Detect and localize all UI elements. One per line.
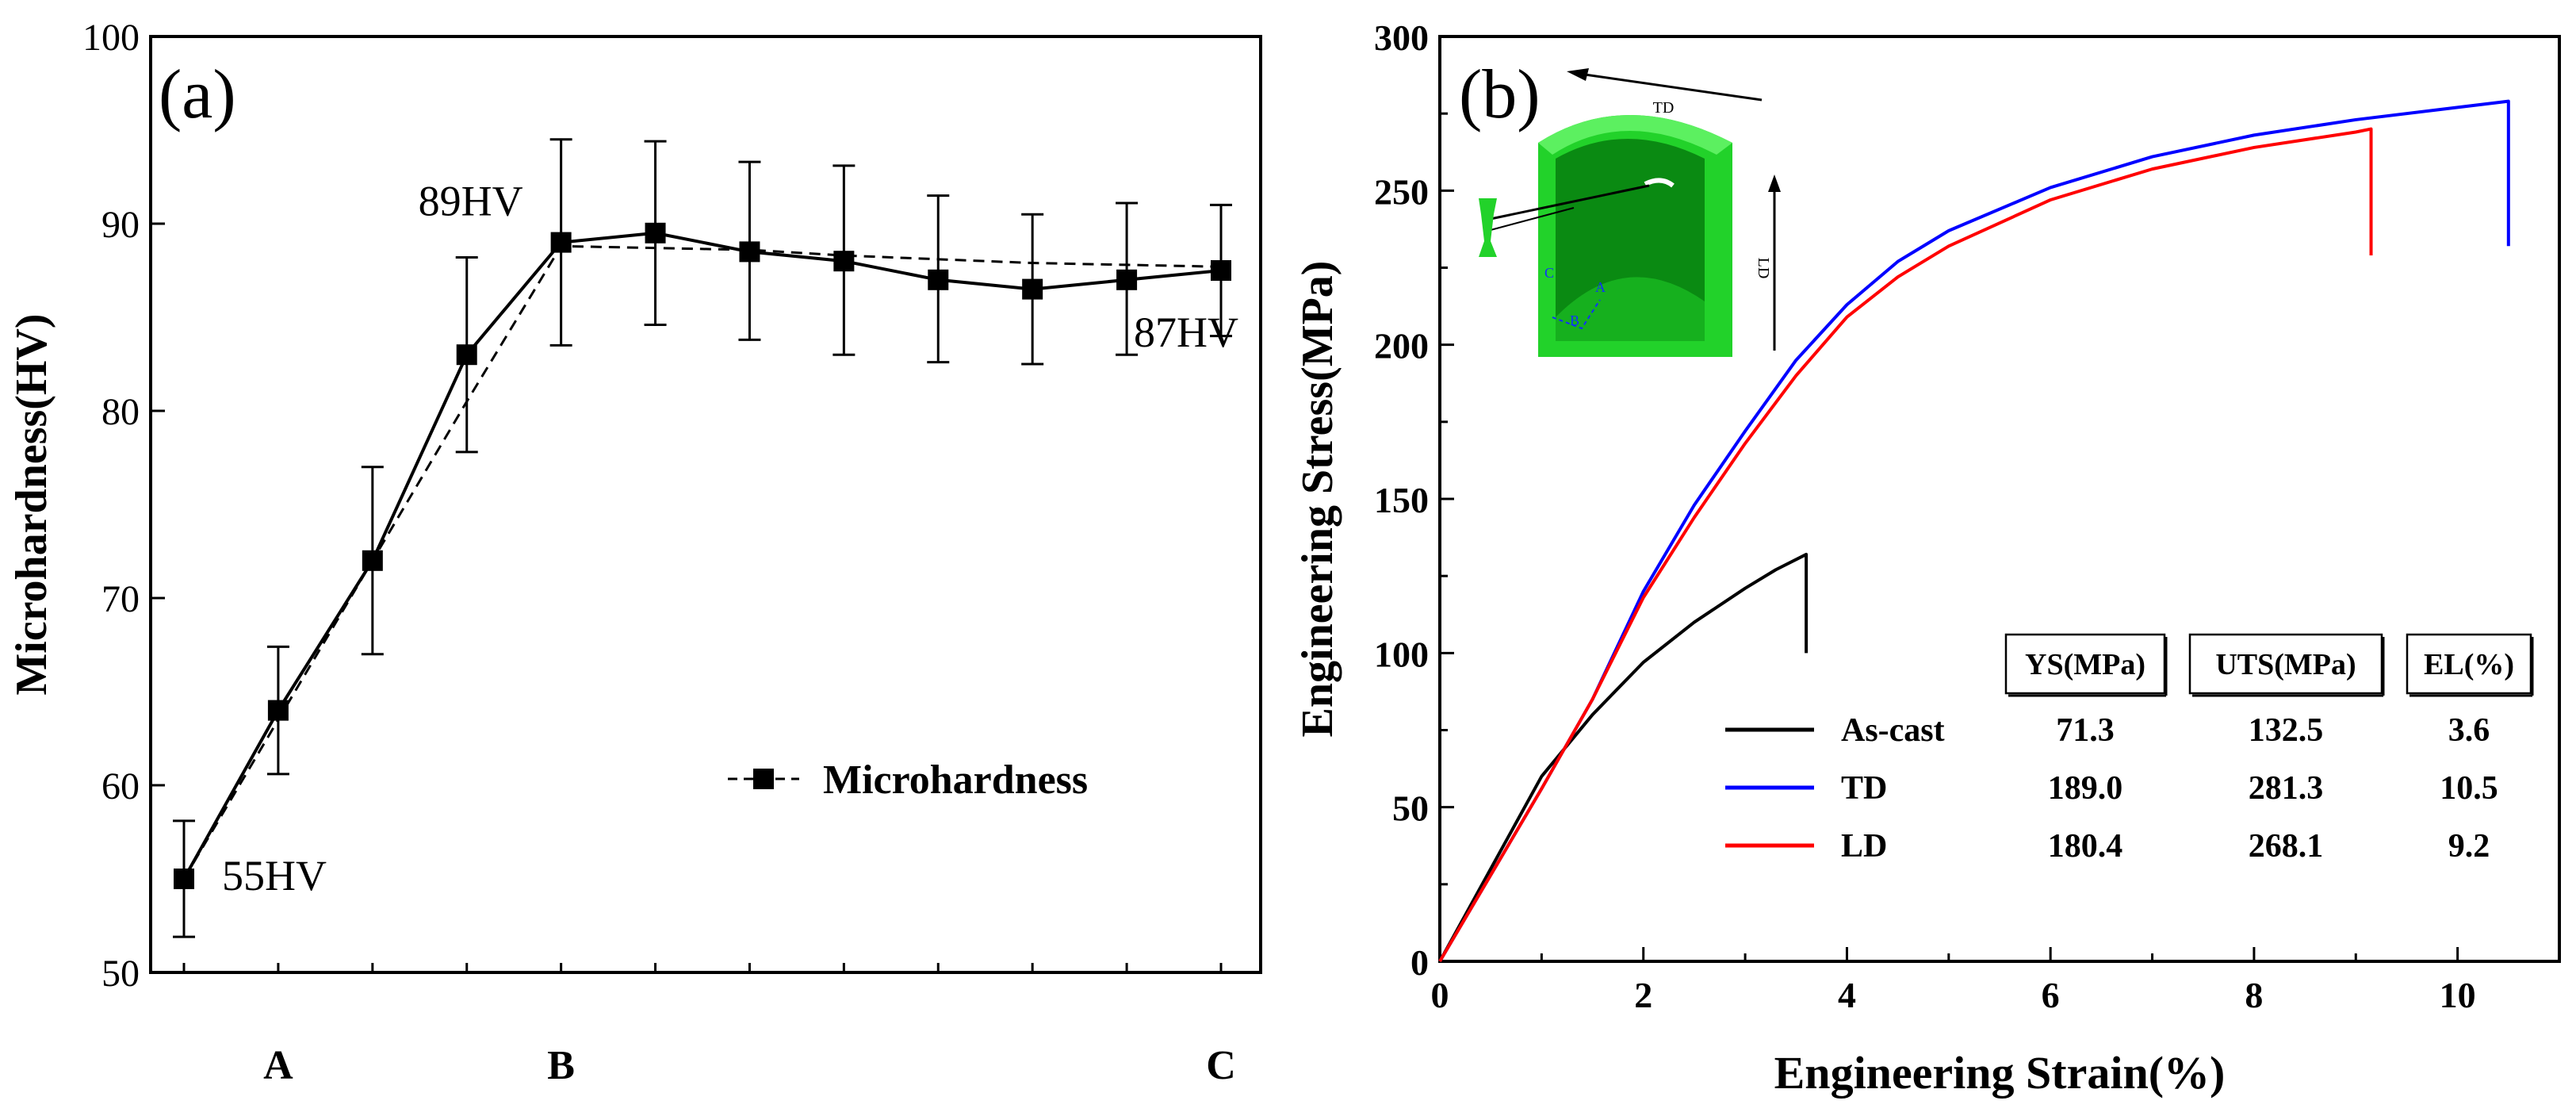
panel-a-position-label: C: [1206, 1043, 1236, 1088]
table-cell-value: 281.3: [2249, 770, 2324, 807]
panel-b-y-axis-label: Engineering Stress(MPa): [1293, 261, 1342, 738]
panel-a-data-point: [1211, 260, 1231, 281]
panel-a-plot-frame: [149, 35, 1262, 974]
panel-a-error-bars: [173, 138, 1232, 938]
table-header-uts-box: [2188, 633, 2383, 695]
panel-a-legend-marker-swatch: [753, 769, 774, 789]
table-header-uts: UTS(MPa): [2188, 633, 2385, 697]
panel-b-x-tick-label: 10: [2440, 975, 2476, 1015]
inset-td-arrow-head: [1567, 68, 1589, 81]
inset-point-label-b: B: [1570, 313, 1579, 328]
panel-a-data-point: [1116, 269, 1138, 290]
table-header-el: EL(%): [2406, 633, 2534, 697]
panel-a-position-label: A: [263, 1043, 293, 1088]
table-row-label: TD: [1841, 770, 1887, 807]
panel-a-legend-label: Microhardness: [823, 757, 1088, 803]
panel-a-y-tick-label: 60: [101, 765, 140, 807]
panel-a-annotation: 55HV: [222, 852, 327, 899]
panel-a-microhardness-chart: (a) Microhardness(HV) 50 60 70 80 90 100 55HV…: [7, 17, 1262, 1088]
panel-b-x-tick-label: 2: [1634, 975, 1652, 1015]
inset-ld-label: LD: [1755, 258, 1772, 279]
panel-b-x-ticks: 0 2 4 6 8 10: [1431, 947, 2561, 1015]
panel-b-label: (b): [1459, 56, 1541, 133]
table-header-uts-label: UTS(MPa): [2215, 648, 2356, 681]
inset-td-label: TD: [1653, 99, 1675, 117]
panel-a-data-point: [739, 241, 760, 263]
table-header-ys: YS(MPa): [2004, 633, 2168, 697]
panel-b-x-tick-label: 8: [2245, 975, 2263, 1015]
panel-b-x-tick-label: 6: [2042, 975, 2060, 1015]
panel-a-data-point: [550, 232, 572, 253]
table-cell-value: 132.5: [2249, 712, 2324, 749]
panel-a-y-axis-label: Microhardness(HV): [7, 313, 56, 695]
panel-a-data-point: [645, 222, 666, 244]
panel-a-y-tick-label: 90: [101, 204, 140, 246]
panel-b-x-tick-label: 0: [1431, 975, 1449, 1015]
inset-cup-inner-bottom: [1556, 277, 1705, 341]
panel-a-y-tick-label: 100: [82, 17, 140, 59]
panel-a-y-ticks: 50 60 70 80 90 100: [82, 17, 1223, 995]
panel-a-position-label: B: [547, 1043, 575, 1088]
table-rows: As-cast 71.3 132.5 3.6 TD 189.0 281.3 10.5 LD 180…: [1725, 712, 2498, 865]
panel-a-legend: Microhardness: [728, 757, 1088, 803]
table-cell-value: 3.6: [2448, 712, 2490, 749]
table-header-el-label: EL(%): [2424, 648, 2514, 681]
panel-a-data-point: [456, 344, 477, 366]
panel-b-y-tick-label: 50: [1392, 788, 1429, 829]
panel-a-series-line: [182, 231, 1222, 880]
panel-a-data-point: [1022, 278, 1043, 300]
panel-a-data-point: [267, 700, 289, 721]
panel-b-y-tick-label: 100: [1374, 634, 1429, 674]
panel-a-data-point: [928, 269, 949, 290]
panel-a-annotation: 87HV: [1134, 309, 1238, 356]
panel-b-y-tick-label: 150: [1374, 480, 1429, 520]
panel-a-y-tick-label: 70: [101, 578, 140, 620]
inset-leader-line-2: [1490, 207, 1575, 231]
table-cell-value: 189.0: [2048, 770, 2123, 807]
inset-ld-arrow-head: [1768, 174, 1781, 192]
panel-b-properties-table: YS(MPa) UTS(MPa) EL(%) As-cast 71.3 132.5 3…: [1725, 633, 2534, 865]
panel-b-specimen-inset: TD LD C B A: [1479, 68, 1781, 357]
panel-b-series-line-as-cast: [1438, 552, 1809, 962]
panel-b-y-ticks: 0 50 100 150 200 250 300: [1374, 17, 1454, 983]
inset-leader-line-1: [1490, 184, 1650, 221]
panel-b-x-tick-label: 4: [1838, 975, 1856, 1015]
table-cell-value: 10.5: [2440, 770, 2498, 807]
inset-point-label-a: A: [1595, 279, 1606, 295]
panel-b-stress-strain-chart: (b) Engineering Stress(MPa) Engineering …: [1293, 17, 2561, 1099]
inset-measurement-path: [1552, 299, 1601, 330]
table-row-label: As-cast: [1841, 712, 1945, 749]
table-cell-value: 268.1: [2249, 828, 2324, 865]
panel-b-series-line-ld: [1438, 127, 2373, 963]
inset-tensile-specimen-mark: [1644, 178, 1675, 188]
panel-b-y-tick-label: 250: [1374, 171, 1429, 212]
table-cell-value: 9.2: [2448, 828, 2490, 865]
inset-point-label-c: C: [1544, 265, 1554, 281]
panel-a-series-group: [174, 222, 1231, 889]
panel-a-annotations: 55HV 89HV 87HV: [222, 178, 1238, 899]
inset-tensile-specimen-icon: [1479, 198, 1497, 257]
panel-a-label: (a): [159, 56, 236, 133]
table-row-label: LD: [1841, 828, 1887, 865]
table-cell-value: 71.3: [2056, 712, 2115, 749]
panel-a-y-tick-label: 50: [101, 953, 140, 995]
panel-b-y-tick-label: 0: [1410, 942, 1429, 983]
panel-b-x-axis-label: Engineering Strain(%): [1774, 1047, 2226, 1099]
inset-td-arrow-line: [1573, 71, 1763, 102]
table-cell-value: 180.4: [2048, 828, 2123, 865]
inset-cup-rim: [1538, 115, 1732, 155]
table-header-ys-label: YS(MPa): [2025, 648, 2145, 681]
panel-a-y-tick-label: 80: [101, 391, 140, 433]
panel-b-y-tick-label: 300: [1374, 17, 1429, 58]
panel-a-data-point: [174, 869, 194, 889]
panel-a-data-point: [833, 251, 855, 272]
panel-b-series-group: [1438, 99, 2510, 963]
panel-a-annotation: 89HV: [419, 178, 523, 225]
table-header-el-box: [2406, 633, 2532, 695]
table-header-ys-box: [2004, 633, 2166, 695]
panel-b-y-tick-label: 200: [1374, 326, 1429, 366]
panel-a-position-labels: A B C: [263, 1043, 1236, 1088]
panel-a-data-point: [362, 550, 383, 571]
